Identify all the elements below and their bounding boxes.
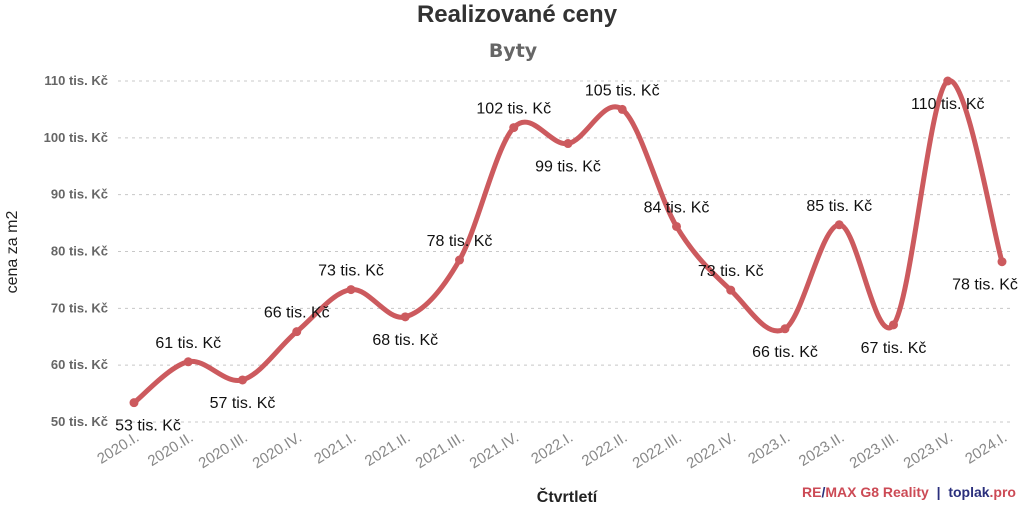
data-point bbox=[834, 220, 844, 230]
data-labels: 53 tis. Kč 61 tis. Kč 57 tis. Kč 66 tis. Kč… bbox=[115, 82, 1018, 434]
x-axis-ticks: 2020.I. 2020.II. 2020.III. 2020.IV. 2021.I. 2… bbox=[94, 429, 1010, 472]
credit-toplak: toplak bbox=[948, 484, 989, 500]
data-label: 110 tis. Kč bbox=[911, 96, 985, 113]
data-point bbox=[400, 312, 410, 322]
x-tick-label: 2022.III. bbox=[630, 429, 685, 472]
x-tick-label: 2023.I. bbox=[745, 429, 793, 468]
data-label: 66 tis. Kč bbox=[752, 344, 818, 361]
data-point bbox=[780, 324, 790, 334]
x-tick-label: 2021.III. bbox=[413, 429, 468, 472]
credit-separator: | bbox=[929, 484, 948, 500]
x-tick-label: 2020.I. bbox=[94, 429, 142, 468]
data-point bbox=[943, 76, 953, 86]
x-axis-label: Čtvrtletí bbox=[537, 487, 598, 506]
y-tick-label: 110 tis. Kč bbox=[44, 73, 108, 88]
data-point bbox=[129, 398, 139, 408]
x-tick-label: 2020.IV. bbox=[250, 429, 305, 472]
data-label: 68 tis. Kč bbox=[372, 332, 438, 349]
data-point bbox=[455, 255, 464, 265]
x-tick-label: 2024.I. bbox=[962, 429, 1010, 468]
credit-remax-re: RE bbox=[802, 484, 821, 500]
data-label: 67 tis. Kč bbox=[861, 340, 927, 357]
y-tick-label: 80 tis. Kč bbox=[51, 244, 108, 259]
data-point bbox=[672, 221, 681, 231]
data-label: 73 tis. Kč bbox=[318, 263, 384, 280]
data-point bbox=[889, 320, 898, 330]
data-label: 73 tis. Kč bbox=[698, 263, 764, 280]
chart-subtitle: Byty bbox=[489, 40, 538, 62]
data-label: 57 tis. Kč bbox=[210, 395, 276, 412]
data-point bbox=[238, 375, 247, 385]
data-point bbox=[292, 327, 302, 337]
data-label: 84 tis. Kč bbox=[644, 199, 710, 216]
x-tick-label: 2022.II. bbox=[579, 429, 630, 470]
x-tick-label: 2023.IV. bbox=[901, 429, 956, 472]
y-tick-label: 90 tis. Kč bbox=[51, 187, 108, 202]
data-label: 85 tis. Kč bbox=[806, 198, 872, 215]
grid-lines bbox=[118, 80, 1014, 423]
x-tick-label: 2023.II. bbox=[796, 429, 847, 470]
x-tick-label: 2022.IV. bbox=[684, 429, 739, 472]
data-point bbox=[997, 257, 1007, 267]
data-label: 102 tis. Kč bbox=[476, 101, 551, 118]
data-point bbox=[563, 139, 573, 149]
data-label: 53 tis. Kč bbox=[115, 418, 181, 435]
data-label: 66 tis. Kč bbox=[264, 305, 330, 322]
x-tick-label: 2020.III. bbox=[196, 429, 251, 472]
data-label: 105 tis. Kč bbox=[585, 82, 660, 99]
y-axis-label: cena za m2 bbox=[4, 211, 21, 294]
data-label: 78 tis. Kč bbox=[427, 233, 493, 250]
x-tick-label: 2022.I. bbox=[528, 429, 576, 468]
x-tick-label: 2021.II. bbox=[362, 429, 413, 470]
credits: RE/MAX G8 Reality | toplak.pro bbox=[802, 484, 1016, 500]
credit-remax-name: MAX G8 Reality bbox=[825, 484, 929, 500]
y-axis-ticks: 50 tis. Kč 60 tis. Kč 70 tis. Kč 80 tis. Kč… bbox=[44, 73, 108, 429]
x-tick-label: 2023.III. bbox=[847, 429, 902, 472]
y-tick-label: 60 tis. Kč bbox=[51, 357, 108, 372]
data-point bbox=[346, 285, 356, 295]
data-label: 78 tis. Kč bbox=[952, 277, 1018, 294]
x-tick-label: 2020.II. bbox=[145, 429, 196, 470]
credit-toplak-domain: .pro bbox=[990, 484, 1016, 500]
data-point bbox=[617, 104, 627, 114]
data-point bbox=[726, 285, 736, 295]
data-label: 61 tis. Kč bbox=[155, 335, 221, 352]
data-point bbox=[509, 123, 519, 133]
x-tick-label: 2021.IV. bbox=[467, 429, 522, 472]
y-tick-label: 70 tis. Kč bbox=[51, 300, 108, 315]
y-tick-label: 100 tis. Kč bbox=[44, 130, 108, 145]
y-tick-label: 50 tis. Kč bbox=[51, 414, 108, 429]
x-tick-label: 2021.I. bbox=[311, 429, 359, 468]
chart-title: Realizované ceny bbox=[417, 1, 618, 28]
data-label: 99 tis. Kč bbox=[535, 159, 601, 176]
data-point bbox=[183, 357, 193, 367]
data-points bbox=[129, 76, 1007, 408]
credit-remax-slash: / bbox=[821, 484, 825, 500]
